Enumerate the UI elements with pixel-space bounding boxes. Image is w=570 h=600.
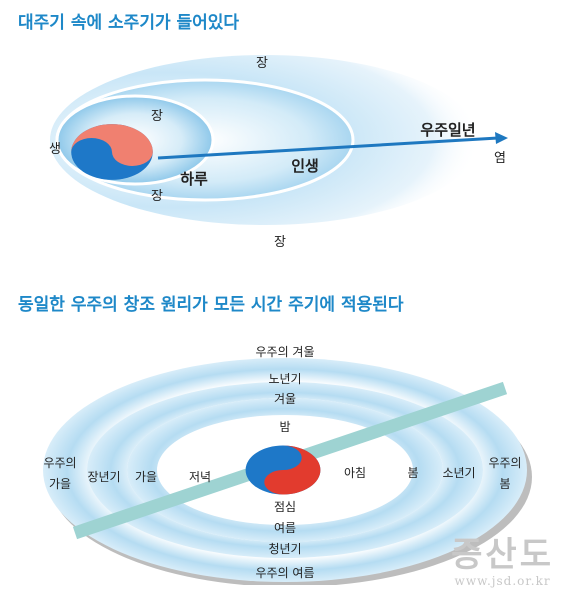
label-life: 인생	[291, 157, 319, 175]
nested-cycle-diagram: 장 장 생 장 장 염 하루 인생 우주일년	[49, 55, 508, 250]
label-right-outer-1: 우주의	[488, 456, 521, 470]
label-right-center: 아침	[344, 466, 366, 480]
label-cosmic-year: 우주일년	[420, 121, 475, 139]
label-center-bottom: 점심	[274, 500, 296, 514]
label-top-outer: 우주의 겨울	[255, 345, 314, 359]
label-top-inner: 겨울	[274, 392, 296, 406]
watermark-main: 증산도	[451, 535, 554, 575]
watermark-url: www.jsd.or.kr	[454, 574, 551, 588]
label-right-inner: 봄	[407, 466, 418, 480]
label-right-outer-2: 봄	[499, 477, 510, 491]
label-day: 하루	[180, 170, 208, 188]
label-left-outer-1: 우주의	[43, 456, 76, 470]
label-outer-bottom: 장	[274, 235, 286, 250]
label-bottom-middle: 청년기	[268, 542, 301, 556]
label-left-middle: 장년기	[87, 470, 120, 484]
label-bottom-inner: 여름	[274, 521, 296, 535]
label-right: 염	[494, 151, 506, 166]
label-inner-top: 장	[151, 109, 163, 124]
label-outer-top: 장	[256, 56, 268, 71]
label-left-center: 저녁	[189, 470, 211, 484]
cosmic-year-arrow	[157, 136, 499, 160]
taeguk-symbol-top	[71, 124, 153, 180]
title-bottom: 동일한 우주의 창조 원리가 모든 시간 주기에 적용된다	[18, 295, 404, 315]
label-center-top: 밤	[279, 420, 290, 434]
label-bottom-outer: 우주의 여름	[255, 566, 314, 580]
arrow-head	[495, 132, 508, 144]
concentric-cycle-diagram: 우주의 겨울 노년기 겨울 밤 점심 여름 청년기 우주의 여름 우주의 가을 …	[43, 345, 532, 585]
label-right-middle: 소년기	[442, 466, 475, 480]
label-left: 생	[49, 142, 61, 157]
label-inner-bottom: 장	[151, 189, 163, 204]
watermark: 증산도 www.jsd.or.kr	[451, 536, 554, 588]
label-left-outer-2: 가을	[49, 477, 71, 491]
label-left-inner: 가을	[135, 470, 157, 484]
label-top-middle: 노년기	[268, 372, 301, 386]
title-top: 대주기 속에 소주기가 들어있다	[18, 13, 240, 33]
taeguk-symbol-bottom	[245, 445, 321, 495]
